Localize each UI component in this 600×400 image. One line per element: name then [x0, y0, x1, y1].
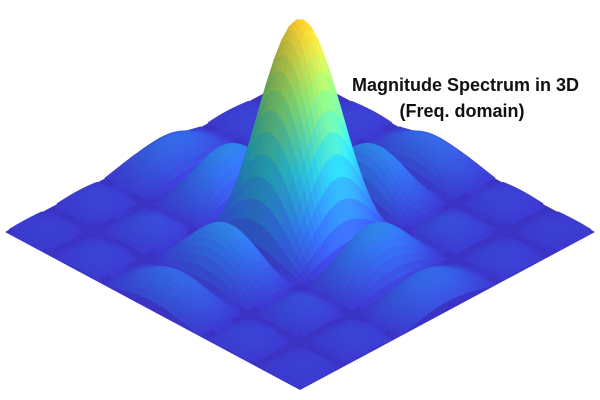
- surface-cell: [85, 220, 94, 226]
- surface-cell: [450, 249, 459, 256]
- surface-mesh: [8, 19, 592, 388]
- surface-cell: [141, 249, 150, 256]
- surface-cell: [45, 246, 54, 252]
- surface-cell: [554, 246, 563, 252]
- surface-cell: [443, 194, 452, 201]
- surface-cell: [93, 275, 102, 281]
- surface-cell: [506, 220, 515, 226]
- surface-cell: [111, 214, 120, 221]
- surface-cell: [148, 194, 157, 201]
- surface-cell: [546, 246, 555, 252]
- surface-cell: [480, 214, 489, 221]
- surface-cell: [498, 220, 507, 226]
- surface-cell: [93, 220, 102, 226]
- surface-cell: [37, 246, 46, 252]
- surface-cell: [141, 193, 150, 201]
- surface-cell: [450, 193, 459, 201]
- surface-cell: [498, 275, 507, 281]
